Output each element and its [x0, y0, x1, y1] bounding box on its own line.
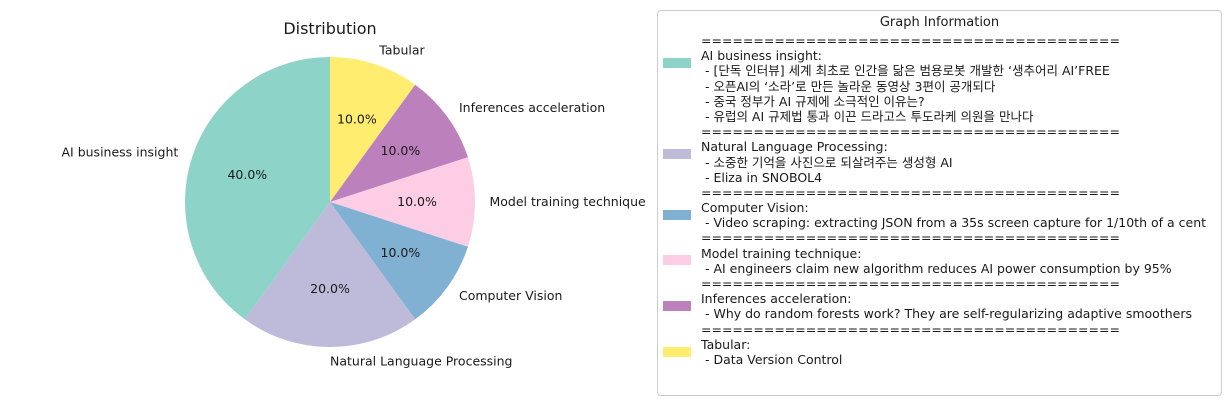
- legend-lines: ========================================…: [701, 33, 1206, 367]
- slice-pct-ai-business-insight: 40.0%: [227, 167, 267, 182]
- slice-label-natural-language-processing: Natural Language Processing: [330, 354, 513, 369]
- pie-slice-inferences-acceleration: [330, 84, 468, 202]
- legend-item: - Why do random forests work? They are s…: [701, 306, 1192, 322]
- legend-item: - Data Version Control: [701, 351, 843, 367]
- slice-pct-model-training-technique: 10.0%: [397, 194, 437, 209]
- legend-item: - 유럽의 AI 규제법 통과 이끈 드라고스 투도라케 의원을 만나다: [701, 108, 1034, 124]
- pie-slice-natural-language-processing: [244, 202, 416, 348]
- slice-pct-tabular: 10.0%: [337, 111, 377, 126]
- slice-label-inferences-acceleration: Inferences acceleration: [459, 100, 605, 115]
- slice-label-ai-business-insight: AI business insight: [61, 145, 178, 160]
- pie-chart: Distribution Tabular 10.0% Inferences acce…: [61, 19, 647, 369]
- legend-separator: ========================================: [701, 184, 1120, 200]
- legend-separator: ========================================: [701, 33, 1120, 48]
- legend-item: - [단독 인터뷰] 세계 최초로 인간을 닮은 범용로봇 개발한 ‘생추어리 …: [701, 63, 1110, 79]
- legend-item: - 중국 정부가 AI 규제에 소극적인 이유는?: [701, 93, 925, 109]
- legend-swatch: [663, 57, 691, 68]
- legend-panel: Graph Information ======================…: [657, 10, 1222, 396]
- pie-slice-computer-vision: [330, 202, 468, 320]
- slice-pct-computer-vision: 10.0%: [381, 245, 421, 260]
- slice-label-tabular: Tabular: [378, 42, 425, 57]
- pie-slice-ai-business-insight: [184, 57, 330, 320]
- legend-swatch: [663, 255, 691, 266]
- legend-group-name: Computer Vision:: [701, 200, 809, 216]
- legend-group-name: Tabular:: [701, 336, 751, 352]
- pie-slice-model-training-technique: [330, 157, 475, 247]
- legend-group-name: AI business insight:: [701, 48, 823, 64]
- legend-swatch: [663, 301, 691, 311]
- legend-item: - 오픈AI의 ‘소라’로 만든 놀라운 동영상 3편이 공개되다: [701, 78, 996, 94]
- legend-item: - Eliza in SNOBOL4: [701, 169, 823, 185]
- legend-separator: ========================================: [701, 276, 1120, 291]
- legend-group-name: Natural Language Processing:: [701, 139, 888, 155]
- pie-slice-tabular: [330, 57, 416, 202]
- legend-group-name: Model training technique:: [701, 245, 862, 261]
- legend-separator: ========================================: [701, 321, 1120, 337]
- legend-separator: ========================================: [701, 124, 1120, 140]
- legend-item: - 소중한 기억을 사진으로 되살려주는 생성형 AI: [701, 154, 953, 170]
- slice-pct-inferences-acceleration: 10.0%: [381, 143, 421, 158]
- legend-title: Graph Information: [879, 15, 1000, 30]
- chart-title: Distribution: [283, 19, 376, 38]
- legend-separator: ========================================: [701, 230, 1120, 246]
- legend-item: - Video scraping: extracting JSON from a…: [701, 215, 1207, 231]
- slice-label-model-training-technique: Model training technique: [490, 194, 647, 209]
- legend-swatch: [663, 346, 691, 357]
- legend-group-name: Inferences acceleration:: [701, 291, 852, 307]
- legend-swatch: [663, 209, 691, 220]
- slice-label-computer-vision: Computer Vision: [459, 288, 562, 303]
- slice-pct-natural-language-processing: 20.0%: [310, 281, 350, 296]
- legend-item: - AI engineers claim new algorithm reduc…: [701, 260, 1172, 276]
- legend-swatch: [663, 149, 691, 159]
